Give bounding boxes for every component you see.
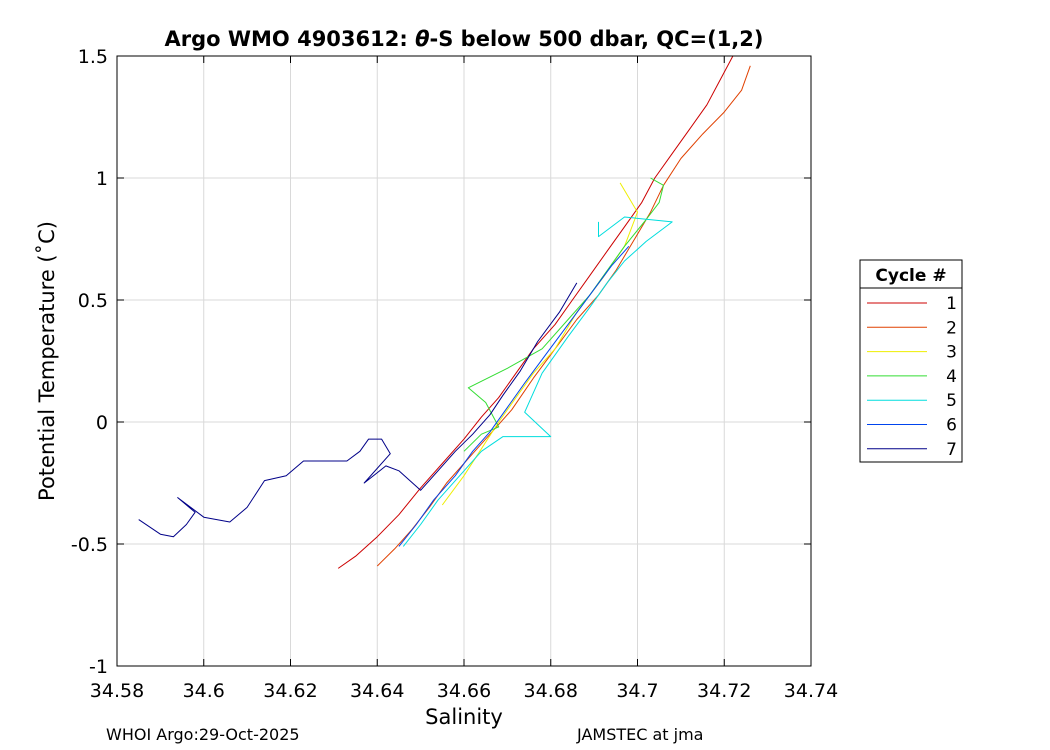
legend-label-cycle-1: 1 — [946, 294, 957, 314]
x-tick-label: 34.72 — [697, 680, 751, 702]
series-lines — [138, 55, 751, 569]
y-tick-label: -0.5 — [71, 534, 108, 556]
footer-credit: JAMSTEC at jma — [577, 725, 704, 744]
series-line-cycle-5 — [402, 216, 673, 547]
chart-title: Argo WMO 4903612: θ-S below 500 dbar, QC… — [164, 27, 763, 51]
series-line-cycle-3 — [441, 182, 638, 506]
x-tick-label: 34.74 — [784, 680, 838, 702]
x-tick-label: 34.66 — [437, 680, 491, 702]
x-tick-label: 34.68 — [524, 680, 578, 702]
legend: Cycle # 1 2 3 4 5 6 7 — [859, 259, 963, 463]
axis-ticks: 34.58 34.6 34.62 34.64 34.66 34.68 34.7 34.72 34… — [71, 46, 838, 702]
legend-label-cycle-7: 7 — [946, 440, 957, 460]
x-tick-label: 34.62 — [263, 680, 317, 702]
legend-label-cycle-3: 3 — [946, 343, 957, 363]
footer-source: WHOI Argo:29-Oct-2025 — [106, 725, 300, 744]
series-line-cycle-2 — [376, 65, 751, 567]
y-tick-label: 1.5 — [78, 46, 108, 68]
series-line-cycle-6 — [398, 245, 630, 547]
series-line-cycle-4 — [463, 177, 664, 452]
y-tick-label: 1 — [96, 168, 108, 190]
x-tick-label: 34.58 — [90, 680, 144, 702]
x-axis-label: Salinity — [425, 705, 503, 729]
series-line-cycle-7 — [138, 282, 578, 538]
legend-box — [859, 259, 963, 463]
legend-title: Cycle # — [875, 266, 946, 286]
y-tick-label: 0.5 — [78, 290, 108, 312]
series-line-cycle-1 — [337, 55, 734, 569]
legend-label-cycle-5: 5 — [946, 391, 957, 411]
y-tick-label: -1 — [89, 656, 108, 678]
x-tick-label: 34.7 — [616, 680, 658, 702]
legend-label-cycle-2: 2 — [946, 318, 957, 338]
y-axis-label: Potential Temperature (˚C) — [35, 221, 59, 501]
y-tick-label: 0 — [96, 412, 108, 434]
legend-label-cycle-6: 6 — [946, 416, 957, 436]
grid — [117, 56, 811, 666]
x-tick-label: 34.6 — [183, 680, 225, 702]
legend-label-cycle-4: 4 — [946, 367, 957, 387]
x-tick-label: 34.64 — [350, 680, 404, 702]
